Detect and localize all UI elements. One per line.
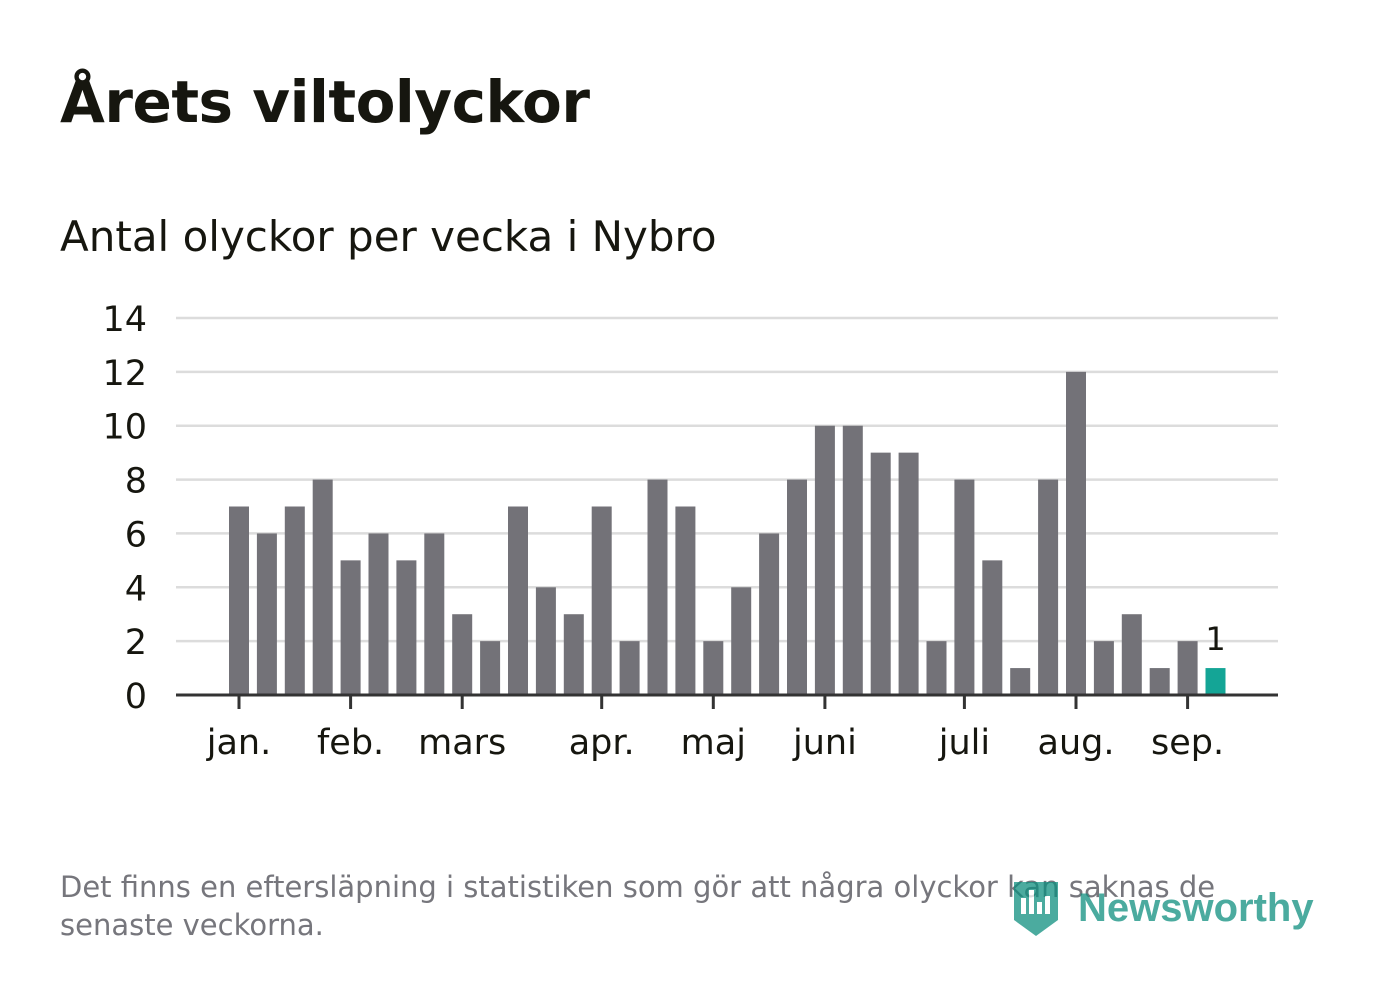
y-tick-label: 10 [102,408,147,448]
x-tick-label: apr. [569,723,635,763]
bar [926,641,947,695]
bar [1038,479,1059,695]
newsworthy-logo-icon [1014,882,1058,936]
bar [340,560,361,695]
highlight-bar [1205,668,1226,695]
bar [368,533,389,695]
bar [229,506,249,695]
bar [647,479,668,695]
bar [452,614,473,695]
bar [842,425,863,695]
bar [814,425,835,695]
y-tick-label: 6 [125,515,147,555]
logo-text: Newsworthy [1078,885,1314,930]
bar [1010,668,1031,695]
bar [1121,614,1142,695]
x-tick-label: maj [681,723,746,763]
bar [256,533,277,695]
data-label: 1 [1205,620,1225,658]
bar [508,506,528,695]
bar [619,641,640,695]
bar [1177,641,1198,695]
bar [535,587,556,695]
x-tick-label: sep. [1151,723,1224,763]
x-tick-label: feb. [317,723,384,763]
y-tick-label: 14 [102,300,147,340]
x-tick-label: aug. [1038,723,1115,763]
x-tick-label: juli [938,723,990,763]
y-tick-label: 8 [125,462,147,502]
bar [284,506,305,695]
bar [954,479,975,695]
x-tick-label: jan. [206,723,271,763]
newsworthy-logo: Newsworthy [1010,876,1330,940]
bar [982,560,1003,695]
bar [731,587,752,695]
bar [312,479,333,695]
bar [787,479,807,695]
bar [396,560,417,695]
bar [1066,371,1086,695]
chart-title: Årets viltolyckor [60,68,590,136]
x-tick-label: mars [418,723,506,763]
bar [1093,641,1114,695]
bar [424,533,445,695]
x-tick-label: juni [792,723,857,763]
bar [1149,668,1170,695]
bar [591,506,612,695]
bar [703,641,724,695]
bar [759,533,780,695]
y-tick-label: 0 [125,677,147,717]
chart-subtitle: Antal olyckor per vecka i Nybro [60,212,717,261]
y-tick-label: 12 [102,354,147,394]
y-tick-label: 2 [125,623,147,663]
bar [675,506,696,695]
bar [480,641,501,695]
bar [898,452,919,695]
bar [870,452,891,695]
y-tick-label: 4 [125,569,147,609]
bar [563,614,584,695]
